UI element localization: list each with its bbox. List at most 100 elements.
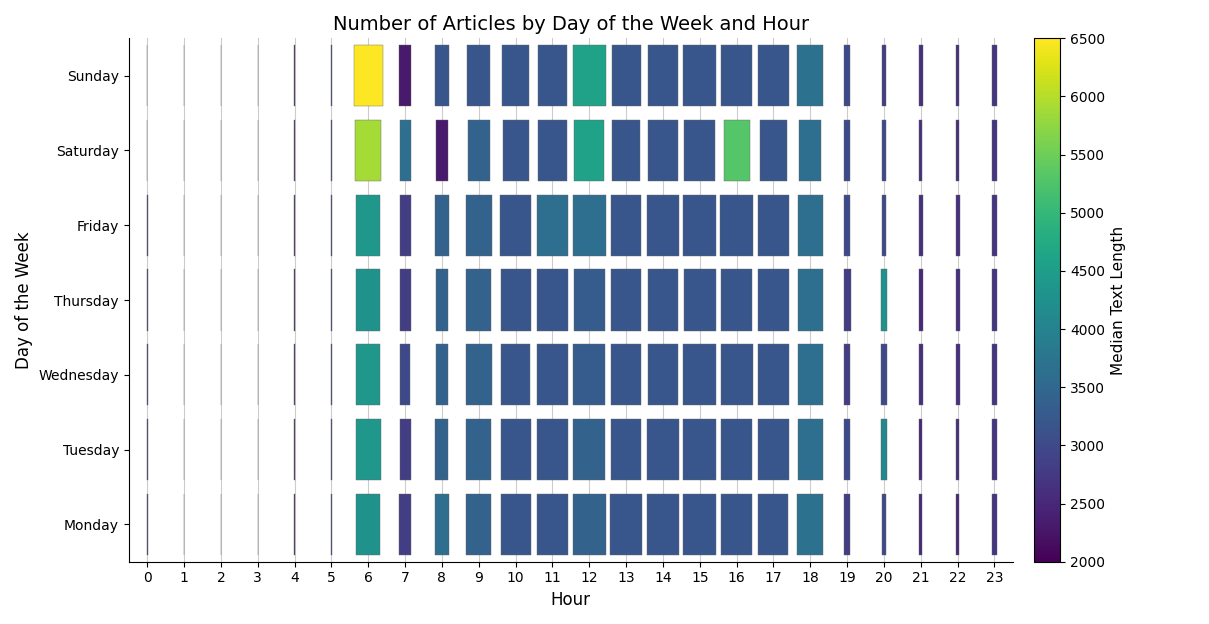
Bar (354, 45, 382, 106)
Bar (798, 419, 823, 480)
Bar (919, 419, 922, 480)
Bar (537, 344, 568, 406)
Bar (721, 195, 753, 256)
Bar (684, 120, 716, 181)
Bar (919, 494, 922, 555)
Bar (797, 494, 823, 555)
Bar (537, 419, 568, 480)
Bar (435, 195, 449, 256)
Bar (648, 344, 678, 406)
Bar (721, 344, 752, 406)
Bar (573, 45, 606, 106)
Bar (919, 120, 922, 181)
Bar (647, 195, 678, 256)
Bar (758, 419, 788, 480)
Bar (683, 419, 717, 480)
Bar (881, 195, 886, 256)
Bar (538, 45, 567, 106)
Bar (647, 419, 678, 480)
Bar (993, 344, 997, 406)
Bar (844, 45, 850, 106)
Bar (993, 45, 996, 106)
Bar (573, 494, 606, 555)
Bar (721, 494, 752, 555)
Bar (435, 120, 449, 181)
Bar (467, 270, 491, 331)
Bar (611, 344, 642, 406)
Bar (611, 270, 641, 331)
Bar (955, 344, 960, 406)
Bar (993, 494, 997, 555)
Bar (881, 120, 886, 181)
Bar (399, 494, 411, 555)
Bar (501, 195, 531, 256)
Bar (537, 494, 568, 555)
Bar (844, 419, 850, 480)
Bar (955, 195, 960, 256)
Bar (799, 120, 821, 181)
Bar (844, 195, 850, 256)
Bar (881, 344, 886, 406)
Bar (468, 120, 490, 181)
Bar (465, 195, 492, 256)
Bar (611, 494, 642, 555)
Bar (956, 419, 960, 480)
Bar (956, 494, 960, 555)
Bar (758, 195, 789, 256)
Bar (683, 45, 716, 106)
Bar (955, 270, 960, 331)
Bar (722, 270, 752, 331)
Y-axis label: Median Text Length: Median Text Length (1111, 225, 1126, 374)
Bar (435, 344, 449, 406)
Bar (573, 270, 604, 331)
Bar (435, 45, 449, 106)
Bar (648, 45, 678, 106)
Bar (538, 120, 567, 181)
Bar (400, 120, 411, 181)
Bar (503, 120, 528, 181)
Bar (684, 270, 716, 331)
Bar (881, 45, 886, 106)
Bar (844, 120, 850, 181)
Bar (798, 270, 823, 331)
Bar (919, 344, 922, 406)
Bar (844, 494, 850, 555)
Bar (435, 419, 449, 480)
Bar (537, 195, 568, 256)
Bar (467, 494, 491, 555)
Bar (758, 45, 788, 106)
Y-axis label: Day of the Week: Day of the Week (15, 232, 33, 369)
Bar (956, 45, 960, 106)
Bar (683, 494, 716, 555)
Bar (919, 195, 922, 256)
Bar (435, 270, 449, 331)
Bar (357, 270, 380, 331)
Bar (881, 494, 886, 555)
Bar (648, 120, 677, 181)
Bar (758, 270, 789, 331)
Bar (881, 270, 886, 331)
Bar (537, 270, 568, 331)
Bar (723, 120, 750, 181)
Bar (400, 419, 411, 480)
Bar (400, 195, 411, 256)
Bar (399, 45, 411, 106)
Bar (993, 419, 997, 480)
Bar (798, 195, 823, 256)
Bar (844, 344, 850, 406)
Bar (573, 344, 606, 406)
Bar (501, 419, 531, 480)
Bar (798, 344, 823, 406)
Bar (683, 344, 716, 406)
Bar (993, 270, 997, 331)
Bar (647, 494, 678, 555)
Bar (919, 45, 922, 106)
Bar (357, 344, 380, 406)
Bar (919, 270, 922, 331)
Bar (993, 195, 997, 256)
Bar (574, 120, 604, 181)
Bar (501, 344, 531, 406)
Bar (573, 419, 606, 480)
Bar (357, 195, 380, 256)
Bar (758, 344, 788, 406)
